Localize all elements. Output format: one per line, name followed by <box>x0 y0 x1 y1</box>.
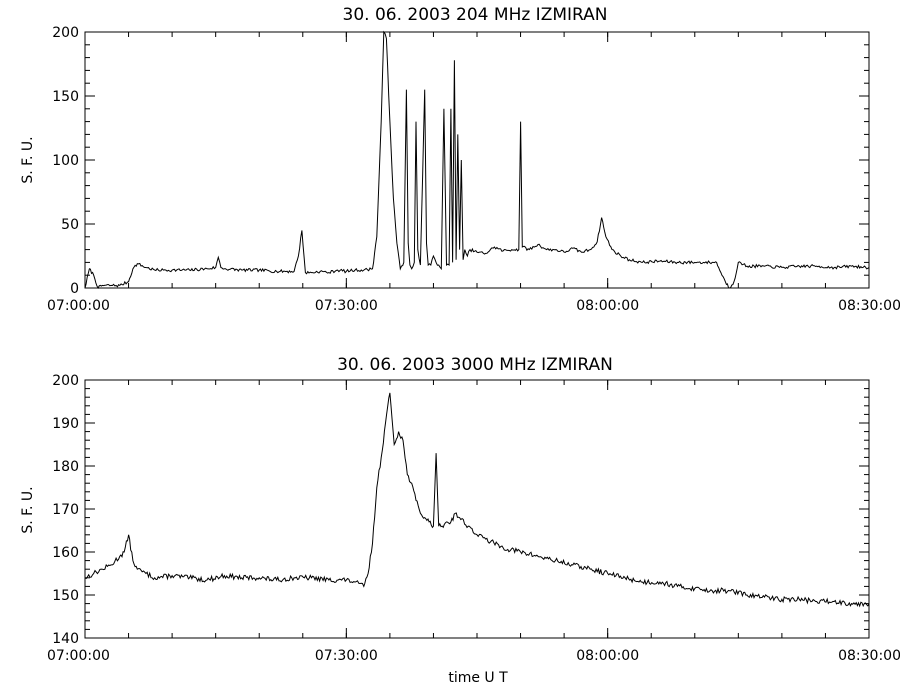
chart-title-3000mhz: 30. 06. 2003 3000 MHz IZMIRAN <box>337 355 613 375</box>
x-tick-labels-3000mhz: 07:00:00 07:30:00 08:00:00 08:30:00 <box>47 648 900 664</box>
tick-marks-204mhz <box>84 31 870 289</box>
y-tick-labels-204mhz: 0 50 100 150 200 <box>52 25 79 297</box>
y-tick-label: 150 <box>52 588 79 604</box>
x-tick-label: 07:30:00 <box>315 298 378 314</box>
chart-title-204mhz: 30. 06. 2003 204 MHz IZMIRAN <box>343 5 608 25</box>
y-tick-label: 200 <box>52 373 79 389</box>
y-tick-label: 180 <box>52 459 79 475</box>
x-tick-label: 08:00:00 <box>576 648 639 664</box>
y-tick-labels-3000mhz: 140 150 160 170 180 190 200 <box>52 373 79 647</box>
x-axis-label-3000mhz: time U T <box>448 670 508 686</box>
y-tick-label: 50 <box>61 217 79 233</box>
series-line-204mhz <box>84 30 870 290</box>
y-tick-label: 150 <box>52 89 79 105</box>
y-tick-label: 190 <box>52 416 79 432</box>
x-tick-label: 08:30:00 <box>838 298 900 314</box>
y-axis-label-3000mhz: S. F. U. <box>20 486 36 533</box>
x-tick-label: 08:00:00 <box>576 298 639 314</box>
plot-frame-204mhz <box>84 31 870 289</box>
panel-3000mhz: 30. 06. 2003 3000 MHz IZMIRAN S. F. U. 1… <box>20 355 900 686</box>
y-tick-label: 140 <box>52 631 79 647</box>
x-tick-label: 07:30:00 <box>315 648 378 664</box>
y-tick-label: 100 <box>52 153 79 169</box>
series-line-3000mhz <box>84 392 870 608</box>
x-tick-labels-204mhz: 07:00:00 07:30:00 08:00:00 08:30:00 <box>47 298 900 314</box>
y-tick-label: 160 <box>52 545 79 561</box>
plot-frame-3000mhz <box>84 379 870 639</box>
y-tick-label: 0 <box>70 281 79 297</box>
x-tick-label: 07:00:00 <box>47 648 110 664</box>
y-tick-label: 200 <box>52 25 79 41</box>
panel-204mhz: 30. 06. 2003 204 MHz IZMIRAN S. F. U. 0 5… <box>20 5 900 314</box>
x-tick-label: 08:30:00 <box>838 648 900 664</box>
tick-marks-3000mhz <box>84 379 870 639</box>
y-tick-label: 170 <box>52 502 79 518</box>
y-axis-label-204mhz: S. F. U. <box>20 136 36 183</box>
x-tick-label: 07:00:00 <box>47 298 110 314</box>
